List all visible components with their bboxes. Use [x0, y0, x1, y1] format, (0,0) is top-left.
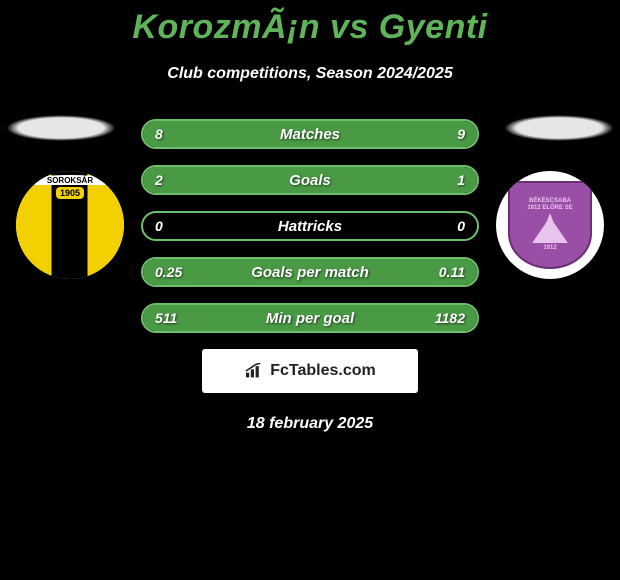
stat-row: 2Goals1 — [141, 165, 479, 195]
logo-right-line1: BÉKÉSCSABA — [529, 198, 571, 205]
logo-right-line2: 1912 ELŐRE SE — [527, 205, 572, 212]
subtitle: Club competitions, Season 2024/2025 — [0, 65, 620, 83]
bar-chart-icon — [244, 363, 264, 379]
comparison-area: SOROKSÁR 1905 BÉKÉSCSABA 1912 ELŐRE SE 1… — [0, 119, 620, 433]
stat-label: Hattricks — [143, 218, 477, 235]
team-logo-left-graphic: SOROKSÁR 1905 — [16, 171, 124, 279]
stat-row: 8Matches9 — [141, 119, 479, 149]
stat-label: Goals — [143, 172, 477, 189]
brand-text: FcTables.com — [270, 362, 376, 380]
stat-value-left: 8 — [155, 126, 163, 142]
stat-label: Matches — [143, 126, 477, 143]
brand-box[interactable]: FcTables.com — [202, 349, 418, 393]
logo-right-building-icon — [532, 213, 568, 243]
logo-left-year: 1905 — [56, 187, 84, 199]
stat-value-right: 1182 — [435, 310, 465, 326]
stat-value-right: 1 — [457, 172, 465, 188]
logo-left-toptext: SOROKSÁR — [27, 175, 113, 185]
stat-label: Min per goal — [143, 310, 477, 327]
stat-value-left: 0.25 — [155, 264, 182, 280]
shadow-right — [504, 115, 614, 141]
stat-value-left: 2 — [155, 172, 163, 188]
stats-list: 8Matches9 2Goals1 0Hattricks0 0.25Goals per… — [141, 119, 479, 333]
stat-row: 0Hattricks0 — [141, 211, 479, 241]
stat-label: Goals per match — [143, 264, 477, 281]
stat-row: 511Min per goal1182 — [141, 303, 479, 333]
shadow-left — [6, 115, 116, 141]
stat-value-right: 0.11 — [439, 264, 465, 280]
logo-right-year: 1912 — [543, 245, 556, 252]
team-logo-right-graphic: BÉKÉSCSABA 1912 ELŐRE SE 1912 — [496, 171, 604, 279]
team-logo-right: BÉKÉSCSABA 1912 ELŐRE SE 1912 — [496, 171, 604, 279]
stat-value-right: 9 — [457, 126, 465, 142]
stat-value-right: 0 — [457, 218, 465, 234]
stat-value-left: 0 — [155, 218, 163, 234]
stat-row: 0.25Goals per match0.11 — [141, 257, 479, 287]
team-logo-left: SOROKSÁR 1905 — [16, 171, 124, 279]
page-title: KorozmÃ¡n vs Gyenti — [0, 0, 620, 47]
stat-value-left: 511 — [155, 310, 177, 326]
footer-date: 18 february 2025 — [0, 415, 620, 433]
